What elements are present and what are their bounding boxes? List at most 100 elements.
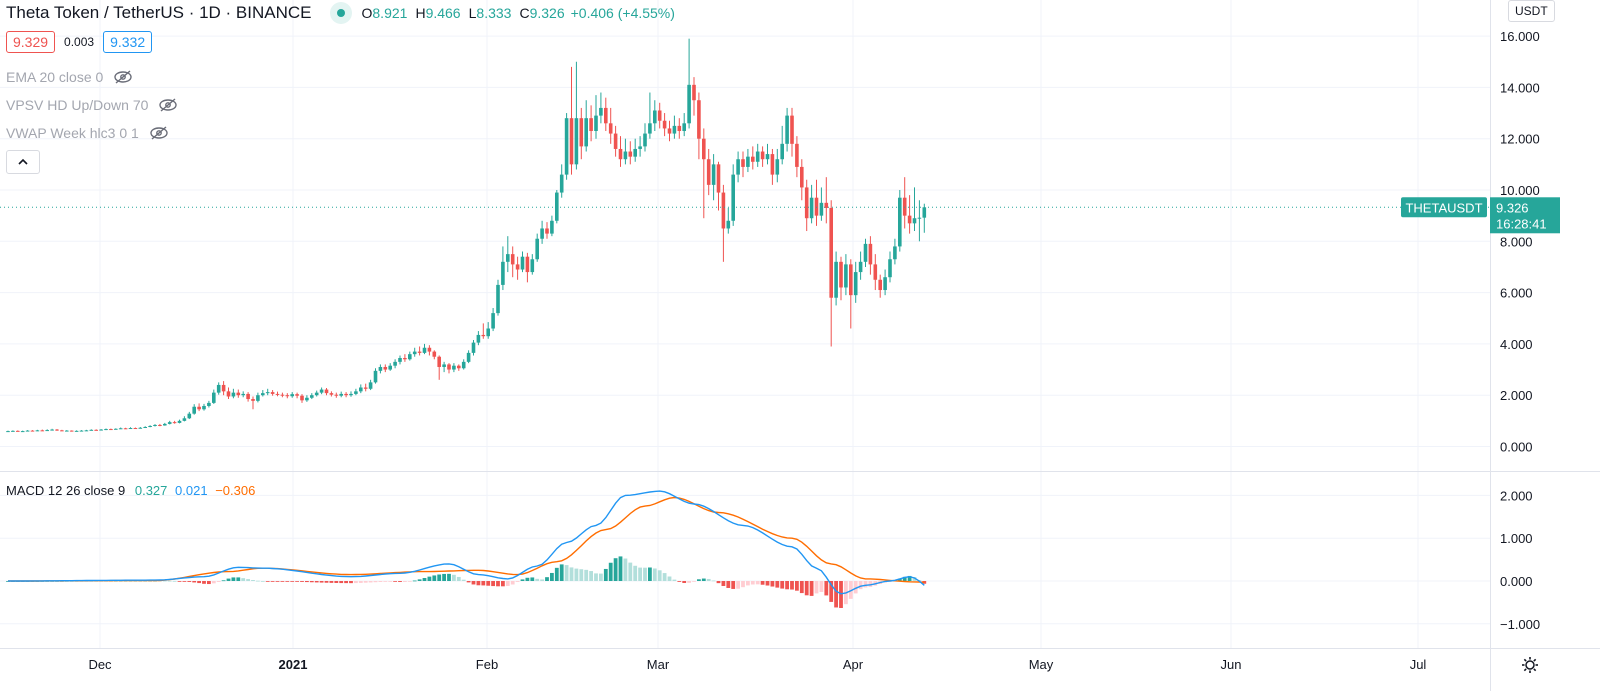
indicator-vwap-label: VWAP Week hlc3 0 1 xyxy=(6,125,139,141)
candle-body xyxy=(501,261,505,285)
candle-body xyxy=(65,430,69,432)
indicator-vwap[interactable]: VWAP Week hlc3 0 1 xyxy=(6,125,169,141)
macd-hist-bar xyxy=(603,568,608,581)
candle xyxy=(746,148,750,173)
candle xyxy=(550,215,554,237)
price-tick-label: 8.000 xyxy=(1500,234,1533,249)
candle-body xyxy=(417,351,422,353)
settings-icon-hub xyxy=(1525,660,1535,670)
macd-hist-bar xyxy=(834,581,838,608)
candle-body xyxy=(172,422,177,424)
candle-body xyxy=(471,342,476,353)
symbol-title[interactable]: Theta Token / TetherUS · 1D · BINANCE xyxy=(6,3,312,22)
candle-body xyxy=(182,418,187,421)
market-status-icon[interactable] xyxy=(329,2,352,24)
candle xyxy=(559,164,564,198)
candle xyxy=(755,143,760,167)
macd-hist-bar xyxy=(574,568,579,581)
macd-hist-bar xyxy=(202,581,206,584)
candle xyxy=(226,387,231,400)
candle-body xyxy=(902,197,907,216)
candle xyxy=(172,420,177,424)
candle-body xyxy=(863,243,868,262)
macd-hist-bar xyxy=(716,581,721,584)
macd-hist-bar xyxy=(809,581,814,596)
candle-body xyxy=(907,215,912,224)
collapse-legend-button[interactable] xyxy=(6,150,40,174)
macd-hist-bar xyxy=(192,581,197,583)
bid-price[interactable]: 9.329 xyxy=(6,31,56,53)
candle-body xyxy=(329,393,334,395)
candle-body xyxy=(520,256,525,270)
indicator-ema-label: EMA 20 close 0 xyxy=(6,69,104,85)
macd-legend[interactable]: MACD 12 26 close 9 0.327 0.021 −0.306 xyxy=(6,483,255,498)
candle xyxy=(452,363,456,373)
ask-price[interactable]: 9.332 xyxy=(103,31,153,53)
candle xyxy=(682,113,686,137)
candle-body xyxy=(569,118,574,165)
candle-body xyxy=(442,364,446,367)
candle-body xyxy=(506,254,510,262)
candle-body xyxy=(158,424,162,426)
candle-body xyxy=(760,151,765,160)
candle xyxy=(20,430,25,433)
candle-body xyxy=(256,395,260,401)
settings-icon[interactable] xyxy=(1522,657,1538,673)
macd-hist-bar xyxy=(755,581,760,585)
candle-body xyxy=(265,392,270,394)
indicator-ema[interactable]: EMA 20 close 0 xyxy=(6,69,133,85)
candle xyxy=(613,125,618,157)
price-tick-label: 0.000 xyxy=(1500,440,1533,455)
macd-hist-bar xyxy=(682,581,687,583)
candle-body xyxy=(212,392,216,403)
candle-body xyxy=(540,228,544,239)
candle xyxy=(814,179,819,226)
macd-hist-bar xyxy=(780,581,785,589)
macd-hist-bar xyxy=(437,574,442,581)
candle-body xyxy=(755,151,760,162)
macd-hist-bar xyxy=(746,581,750,586)
macd-hist-bar xyxy=(177,581,182,582)
macd-hist-bar xyxy=(804,581,809,596)
macd-hist-bar xyxy=(363,581,368,583)
candle xyxy=(138,427,143,429)
price-tick-label: 16.000 xyxy=(1500,29,1540,44)
candle-body xyxy=(829,207,833,298)
candle xyxy=(623,138,628,165)
candle xyxy=(520,251,525,273)
macd-legend-hist: −0.306 xyxy=(215,483,256,498)
candle-body xyxy=(893,246,897,260)
candle xyxy=(706,148,711,196)
macd-hist-bar xyxy=(648,567,652,581)
macd-hist-bar xyxy=(349,581,353,584)
candle xyxy=(731,164,735,226)
macd-hist-bar xyxy=(295,581,299,582)
candle-body xyxy=(16,430,20,432)
candle xyxy=(432,350,437,360)
eye-hidden-icon[interactable] xyxy=(158,98,178,112)
candle-body xyxy=(628,151,633,157)
candle-body xyxy=(599,107,603,116)
candle xyxy=(35,429,40,432)
eye-hidden-icon[interactable] xyxy=(113,70,133,84)
candle-body xyxy=(697,100,701,139)
candle-body xyxy=(604,107,608,124)
candle-body xyxy=(853,272,858,296)
ohlc-low-value: 8.333 xyxy=(476,5,512,21)
candle xyxy=(412,347,417,357)
candle xyxy=(800,159,804,201)
ohlc-close-label: C xyxy=(519,5,530,21)
candle xyxy=(349,391,353,397)
candle xyxy=(104,428,108,431)
candle xyxy=(187,411,192,420)
grid-lines xyxy=(0,0,1490,648)
eye-hidden-icon[interactable] xyxy=(149,126,169,140)
indicator-vpsv[interactable]: VPSV HD Up/Down 70 xyxy=(6,97,178,113)
candle-body xyxy=(858,261,863,273)
candle-body xyxy=(74,430,79,432)
macd-hist-bar xyxy=(599,573,603,581)
currency-badge[interactable]: USDT xyxy=(1508,0,1555,22)
macd-hist-bar xyxy=(848,581,853,599)
macd-hist-bar xyxy=(858,581,863,590)
